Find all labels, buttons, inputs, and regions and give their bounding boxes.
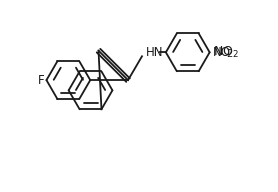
Text: 2: 2 (227, 49, 233, 59)
Text: NO: NO (213, 46, 231, 59)
Text: F: F (38, 74, 44, 87)
Text: HN: HN (146, 46, 163, 59)
Text: $\mathregular{NO_2}$: $\mathregular{NO_2}$ (213, 45, 239, 60)
